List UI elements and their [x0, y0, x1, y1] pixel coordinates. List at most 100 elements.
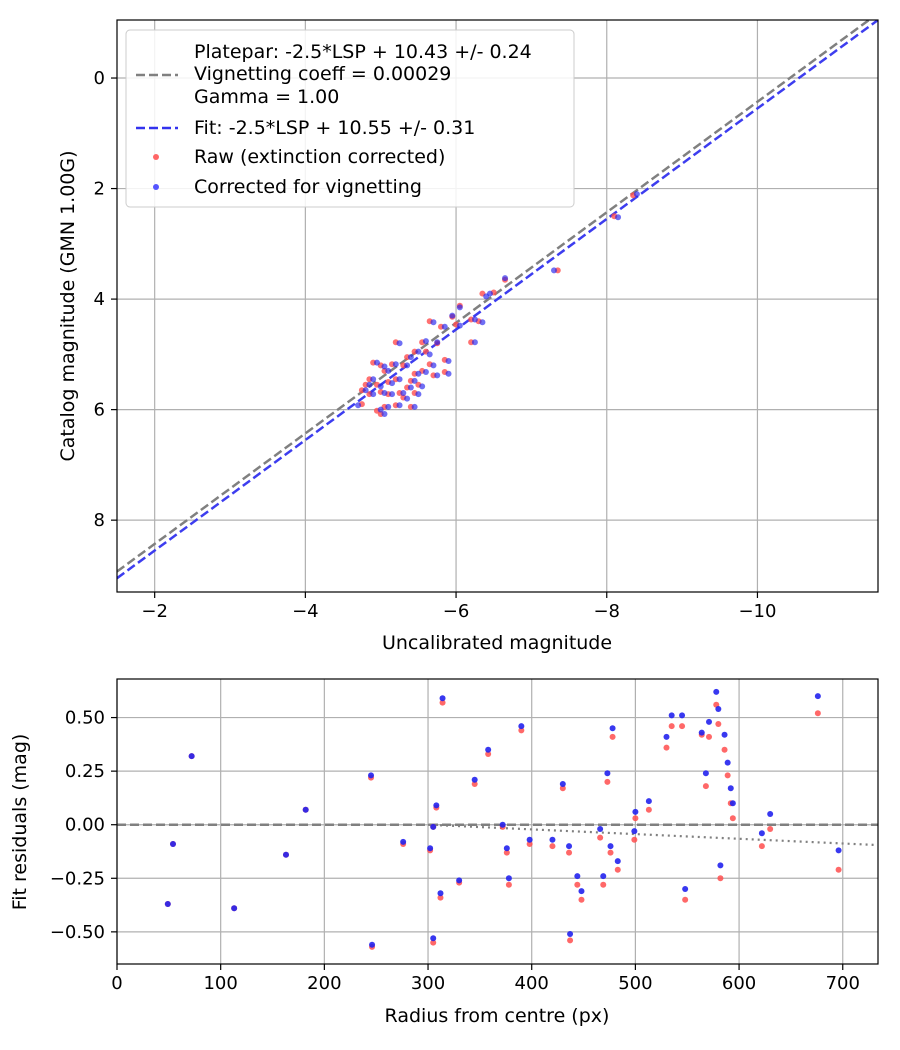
bottom-corrected-point [597, 826, 604, 832]
bottom-corrected-point [668, 712, 675, 719]
top-corrected-point [415, 391, 422, 398]
bottom-raw-point [706, 733, 713, 740]
top-corrected-point [381, 390, 388, 397]
bottom-raw-point [518, 727, 525, 734]
top-corrected-point [445, 357, 452, 364]
bottom-raw-point [430, 939, 437, 946]
top-corrected-point [407, 384, 414, 391]
top-corrected-point [370, 376, 377, 383]
bottom-corrected-point [631, 828, 638, 835]
top-corrected-point [377, 406, 384, 413]
top-corrected-point [396, 376, 403, 383]
top-x-tick-label: −2 [141, 601, 168, 622]
top-corrected-point [415, 370, 422, 377]
legend-gamma-text: Gamma = 1.00 [194, 86, 339, 108]
bottom-corrected-point [471, 776, 478, 783]
bottom-raw-point [702, 783, 709, 790]
bottom-corrected-point [430, 823, 437, 830]
top-ticks: −2 −4 −6 −8 −10 0 2 4 6 8 [94, 68, 777, 622]
top-corrected-point [355, 402, 362, 409]
top-corrected-point [434, 372, 441, 379]
bottom-reference-lines [117, 823, 878, 847]
bottom-corrected-point [499, 821, 506, 828]
top-corrected-point [370, 391, 377, 398]
top-corrected-point [411, 377, 418, 384]
top-corrected-point [396, 340, 403, 347]
bottom-corrected-point [164, 901, 171, 907]
top-corrected-point [389, 391, 396, 398]
top-corrected-point [400, 390, 407, 397]
bottom-raw-point [439, 699, 446, 706]
bottom-corrected-point [559, 781, 566, 787]
top-scatter-points [355, 191, 640, 418]
bottom-corrected-point [282, 851, 289, 858]
top-corrected-point [502, 275, 509, 282]
top-corrected-point [404, 395, 411, 402]
top-x-axis-label: Uncalibrated magnitude [382, 632, 612, 654]
bottom-plot-frame [116, 678, 879, 965]
top-corrected-point [385, 367, 392, 374]
top-corrected-point [422, 369, 429, 376]
top-corrected-point [441, 323, 448, 330]
bottom-raw-point [721, 746, 728, 753]
top-corrected-point [385, 403, 392, 410]
top-corrected-point [456, 322, 463, 329]
bottom-corrected-point [600, 873, 607, 880]
bottom-raw-point [607, 849, 614, 856]
bottom-raw-point [814, 710, 821, 717]
top-corrected-point [434, 339, 441, 346]
bottom-corrected-point [567, 931, 574, 937]
bottom-raw-point [485, 751, 492, 757]
bottom-raw-point [567, 937, 574, 944]
top-corrected-point [411, 403, 418, 410]
top-y-tick-label: 6 [94, 400, 105, 421]
bottom-corrected-point [485, 746, 492, 753]
bottom-corrected-point [368, 772, 375, 779]
bottom-raw-point [559, 785, 566, 792]
bottom-raw-point [600, 881, 607, 888]
bottom-raw-point [729, 815, 736, 822]
bottom-corrected-point [682, 886, 689, 892]
bottom-corrected-point [758, 830, 765, 837]
top-corrected-point [407, 354, 414, 361]
bottom-corrected-point [439, 695, 446, 702]
top-corrected-point [551, 267, 558, 274]
bottom-corrected-point [727, 785, 734, 792]
bottom-corrected-point [549, 836, 556, 843]
top-corrected-point [381, 411, 388, 418]
bottom-y-tick-label: 0.00 [65, 815, 105, 836]
top-platepar-line [117, 20, 872, 573]
top-corrected-point [419, 383, 426, 390]
bottom-corrected-point [702, 770, 709, 777]
bottom-corrected-point [302, 806, 309, 813]
bottom-raw-point [471, 781, 478, 787]
bottom-corrected-point [518, 723, 525, 730]
bottom-raw-point [679, 723, 686, 730]
bottom-y-tick-label: 0.50 [65, 708, 105, 729]
bottom-raw-point [614, 866, 621, 873]
bottom-raw-point [631, 836, 638, 843]
bottom-ticks: 0 100 200 300 400 500 600 700 0.50 0.25 0.00 −0.25 −… [50, 708, 860, 994]
bottom-corrected-point [715, 706, 722, 712]
bottom-raw-point [717, 875, 724, 882]
top-lines-clipped [117, 20, 878, 580]
top-x-tick-label: −6 [443, 601, 470, 622]
bottom-corrected-point [231, 905, 238, 912]
bottom-y-axis-label: Fit residuals (mag) [9, 734, 31, 911]
top-plot-frame [116, 19, 879, 593]
bottom-corrected-point [578, 888, 585, 895]
top-corrected-point [449, 312, 456, 319]
top-y-tick-label: 2 [94, 179, 105, 200]
top-corrected-point [615, 214, 622, 221]
bottom-corrected-point [706, 718, 713, 725]
bottom-raw-point [767, 826, 774, 832]
top-y-tick-label: 0 [94, 68, 105, 89]
bottom-corrected-point [369, 941, 376, 948]
bottom-corrected-point [713, 688, 720, 695]
top-corrected-point [430, 319, 437, 326]
bottom-raw-point [566, 849, 573, 856]
legend-platepar-text: Platepar: -2.5*LSP + 10.43 +/- 0.24 [194, 41, 532, 63]
bottom-x-tick-label: 100 [203, 973, 237, 994]
